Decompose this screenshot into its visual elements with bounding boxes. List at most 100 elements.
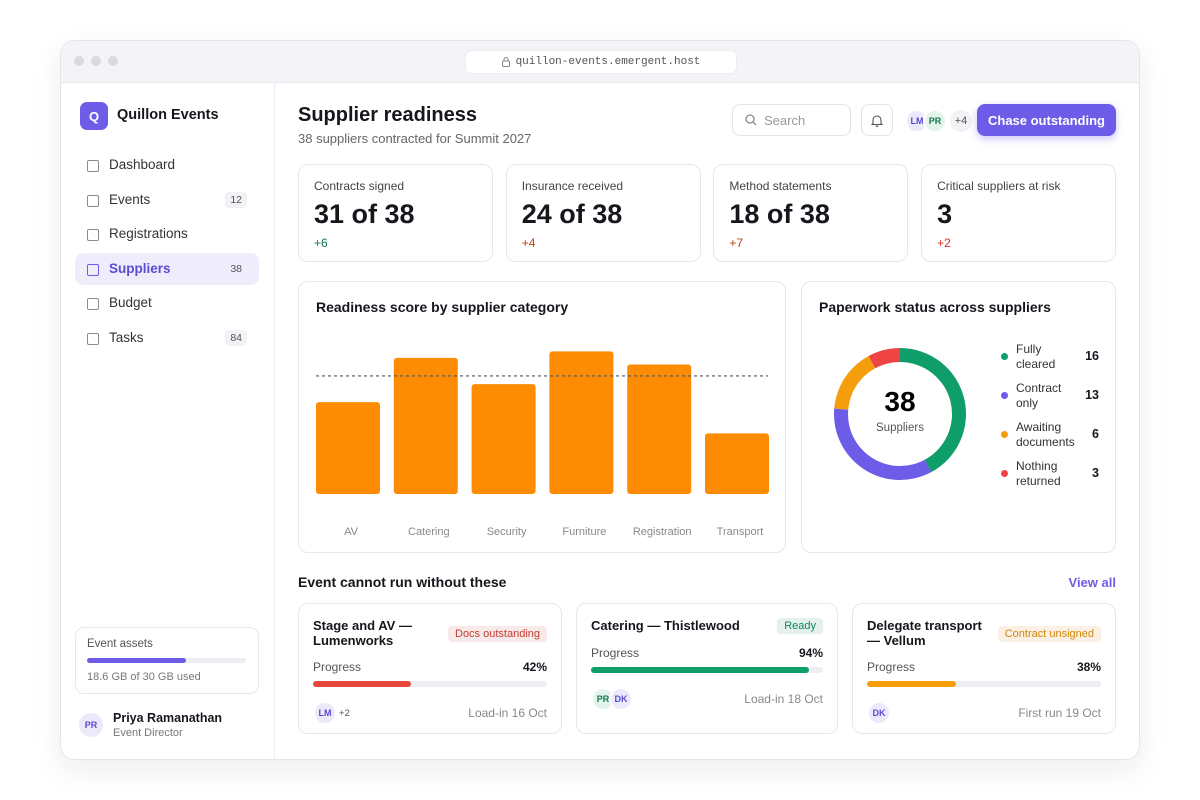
user-role: Event Director [113, 727, 183, 739]
kpi-delta: +7 [729, 236, 744, 250]
kpi-label: Method statements [729, 179, 832, 193]
x-tick-label: Transport [717, 526, 764, 538]
legend-dot [1001, 431, 1008, 438]
progress-track [867, 681, 1101, 687]
x-tick-label: Registration [633, 526, 692, 538]
progress-fill [313, 681, 412, 687]
search-placeholder: Search [764, 112, 806, 128]
kpi-value: 24 of 38 [521, 199, 623, 229]
chase-button[interactable]: Chase outstanding [977, 104, 1116, 136]
progress-title: Progress [591, 646, 640, 660]
nav-item[interactable]: Budget [75, 287, 259, 319]
nav-item[interactable]: Registrations [75, 218, 259, 250]
lock-icon [501, 57, 510, 67]
donut-segment [834, 408, 932, 480]
assets-label: 18.6 GB of 30 GB used [87, 671, 201, 683]
x-tick-label: Catering [408, 526, 450, 538]
card-title: Catering — Thistlewood [591, 618, 740, 633]
kpi-card: Method statements 18 of 38 +7 [713, 164, 909, 262]
legend-label: Fully cleared [1016, 342, 1056, 371]
search-box[interactable]: Search [732, 104, 851, 136]
bar [705, 433, 769, 494]
kpi-delta: +2 [937, 236, 951, 250]
kpi-delta: +4 [521, 236, 536, 250]
nav-label: Events [109, 191, 151, 207]
brand-name: Quillon Events [117, 107, 219, 123]
nav-label: Suppliers [109, 260, 171, 276]
window-dot [74, 56, 84, 66]
sidebar [61, 82, 275, 759]
supplier-card[interactable]: Catering — Thistlewood Ready Progress 94% PR… [576, 603, 838, 734]
progress-track [313, 681, 547, 687]
progress-row: Progress 94% [591, 646, 823, 660]
legend-value: 13 [1085, 388, 1099, 402]
nav-item[interactable]: Events 12 [75, 184, 259, 216]
kpi-label: Insurance received [521, 179, 624, 193]
card-footer: DK First run 19 Oct [867, 701, 1101, 725]
legend-dot [1001, 470, 1008, 477]
view-all-link[interactable]: View all [1068, 575, 1116, 590]
card-footer: LM +2 Load-in 16 Oct [313, 701, 547, 725]
center-label: Suppliers [876, 422, 924, 434]
legend-dot [1001, 392, 1008, 399]
kpi-value: 31 of 38 [314, 199, 415, 229]
brand-logo: Q [80, 102, 108, 130]
kpi-value: 18 of 38 [729, 199, 830, 229]
supplier-card[interactable]: Delegate transport — Vellum Contract unsi… [852, 603, 1116, 734]
nav-item[interactable]: Dashboard [75, 149, 259, 181]
bar [471, 384, 536, 494]
nav-item[interactable]: Suppliers 38 [75, 252, 259, 285]
progress-title: Progress [313, 660, 362, 674]
donut-segment [900, 348, 966, 473]
bar-chart-card: Readiness score by supplier category AV C… [298, 281, 786, 553]
progress-row: Progress 42% [313, 660, 547, 674]
card-title: Delegate transport — Vellum [867, 618, 982, 648]
kpi-value: 3 [937, 199, 953, 229]
card-footer: PR DK Load-in 18 Oct [591, 687, 823, 711]
page-title: Supplier readiness [298, 104, 477, 126]
card-header: Stage and AV — Lumenworks Docs outstandin… [313, 618, 547, 648]
url: quillon-events.emergent.host [515, 56, 701, 68]
card-header: Delegate transport — Vellum Contract unsi… [867, 618, 1101, 648]
legend-label: Nothing returned [1016, 459, 1061, 488]
nav-label: Budget [109, 295, 152, 311]
avatar-more: +2 [339, 707, 350, 719]
avatar: DK [609, 687, 633, 711]
nav-icon [87, 298, 99, 311]
pie-chart-card: Paperwork status across suppliers 38 Supp… [801, 281, 1116, 553]
assets-fill [87, 658, 186, 663]
nav-icon [87, 263, 99, 276]
card-header: Catering — Thistlewood Ready [591, 618, 823, 634]
avatar: DK [867, 701, 891, 725]
progress-track [591, 667, 823, 673]
progress-value: 94% [798, 646, 823, 660]
bar [627, 364, 692, 494]
card-note: Load-in 18 Oct [744, 692, 823, 706]
nav-count: 84 [225, 330, 247, 346]
legend-value: 16 [1085, 349, 1099, 363]
status-badge: Contract unsigned [997, 626, 1101, 642]
supplier-card[interactable]: Stage and AV — Lumenworks Docs outstandin… [298, 603, 562, 734]
section-title: Event cannot run without these [298, 574, 507, 590]
nav-icon [87, 194, 99, 207]
nav-label: Tasks [109, 330, 144, 345]
card-avatars: LM +2 [313, 701, 350, 725]
progress-row: Progress 38% [867, 660, 1101, 674]
progress-fill [867, 681, 956, 687]
nav-item[interactable]: Tasks 84 [75, 322, 259, 354]
legend-value: 3 [1092, 466, 1099, 480]
legend-label: Awaiting documents [1016, 420, 1075, 449]
nav-icon [87, 333, 99, 345]
card-note: First run 19 Oct [1018, 706, 1101, 720]
chart-title: Paperwork status across suppliers [819, 299, 1051, 315]
avatar: PR [923, 109, 947, 133]
avatar: LM [313, 701, 337, 725]
kpi-card: Contracts signed 31 of 38 +6 [298, 164, 493, 262]
status-badge: Ready [777, 618, 823, 634]
kpi-card: Insurance received 24 of 38 +4 [505, 164, 701, 262]
progress-value: 38% [1076, 660, 1101, 674]
card-avatars: PR DK [591, 687, 633, 711]
notifications-button[interactable] [861, 104, 893, 136]
avatar-more: +4 [950, 110, 972, 132]
